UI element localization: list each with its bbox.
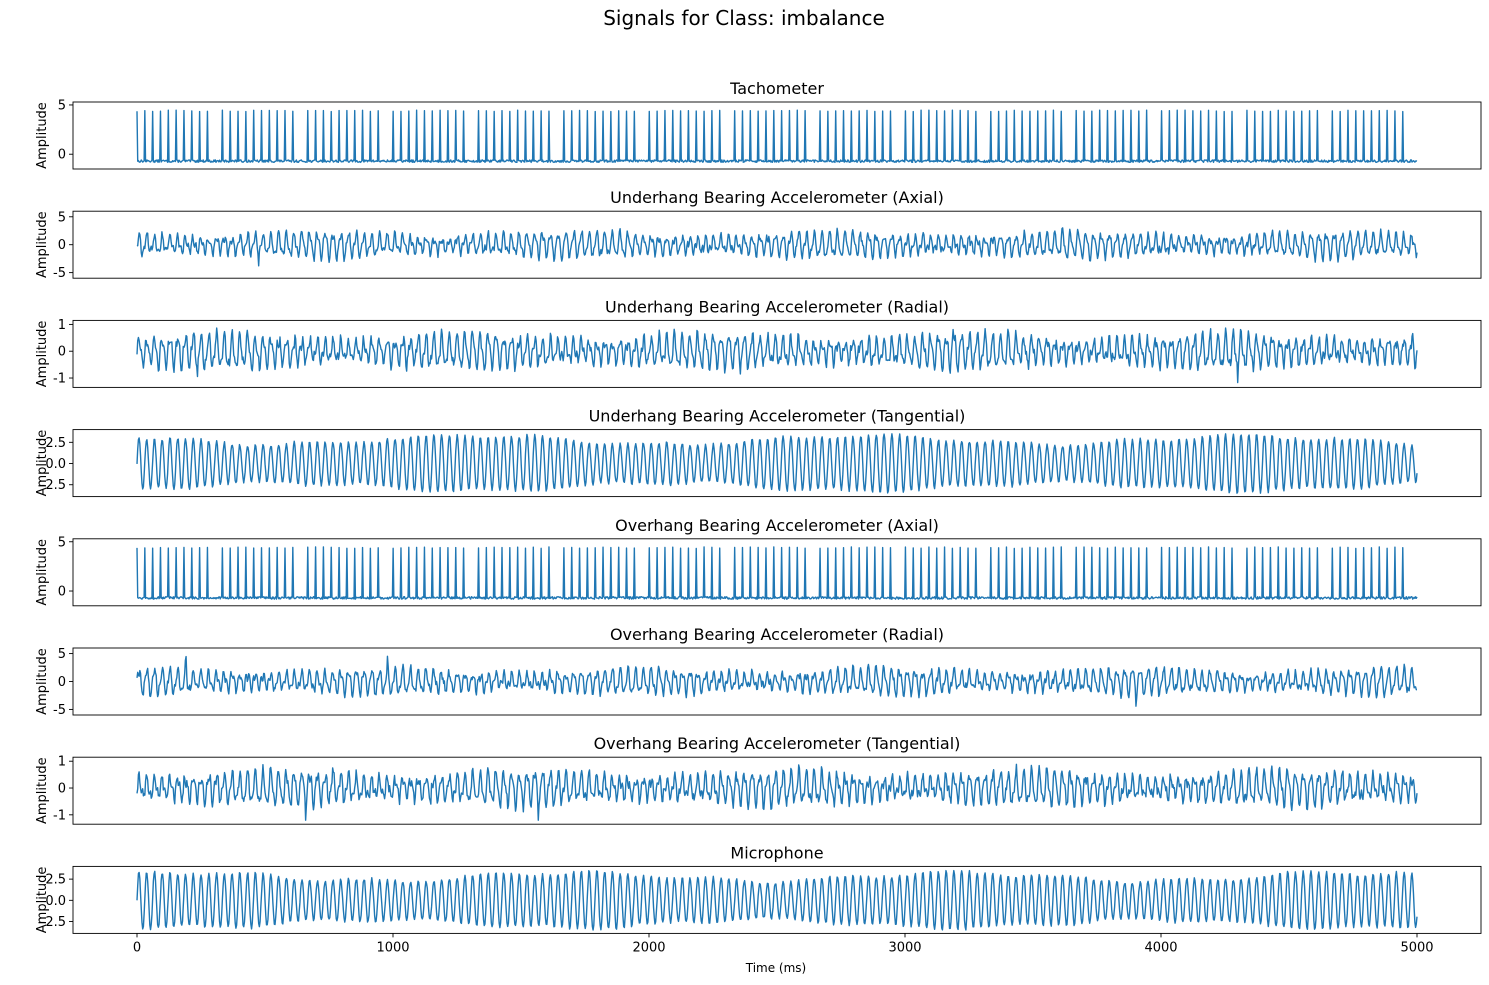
subplot-3: Underhang Bearing Accelerometer (Radial)… xyxy=(35,297,1482,388)
y-tick-label: 0.0 xyxy=(45,894,66,909)
y-tick-label: 1 xyxy=(58,318,66,333)
y-tick-label: -1 xyxy=(53,808,66,823)
y-tick-label: 5 xyxy=(58,535,66,550)
y-axis-label: Amplitude xyxy=(35,648,50,715)
subplot-1: Tachometer Amplitude 0 5 xyxy=(35,79,1482,170)
signal-line xyxy=(136,655,1418,707)
subplot-title: Underhang Bearing Accelerometer (Tangent… xyxy=(589,407,966,426)
y-tick-label: 0.0 xyxy=(45,457,66,472)
y-tick-label: 5 xyxy=(58,647,66,662)
subplot-2: Underhang Bearing Accelerometer (Axial) A… xyxy=(35,188,1482,281)
subplot-4: Underhang Bearing Accelerometer (Tangent… xyxy=(35,407,1482,498)
axes-frame xyxy=(72,538,1482,607)
y-axis-label: Amplitude xyxy=(35,539,50,606)
y-tick-label: -2.5 xyxy=(41,915,66,930)
x-tick-label: 3000 xyxy=(888,940,921,955)
x-tick-label: 1000 xyxy=(376,940,409,955)
subplot-title: Underhang Bearing Accelerometer (Radial) xyxy=(605,297,949,316)
y-axis-label: Amplitude xyxy=(35,102,50,169)
subplot-title: Overhang Bearing Accelerometer (Tangenti… xyxy=(594,734,961,753)
subplot-title: Microphone xyxy=(730,843,823,862)
subplot-title: Overhang Bearing Accelerometer (Axial) xyxy=(615,516,939,535)
x-axis-label: Time (ms) xyxy=(745,961,807,975)
y-tick-label: 0 xyxy=(58,345,66,360)
y-tick-label: 0 xyxy=(58,585,66,600)
signal-line xyxy=(136,546,1418,600)
y-tick-label: 5 xyxy=(58,210,66,225)
figure-title: Signals for Class: imbalance xyxy=(603,6,885,30)
signal-line xyxy=(136,433,1418,494)
subplot-6: Overhang Bearing Accelerometer (Radial) A… xyxy=(35,625,1482,718)
subplot-8: Microphone Amplitude-2.5 0.0 2.5 0 1000 2000 30… xyxy=(35,843,1482,955)
y-tick-label: 0 xyxy=(58,148,66,163)
y-tick-label: 2.5 xyxy=(45,436,66,451)
y-tick-label: 5 xyxy=(58,98,66,113)
y-tick-label: -1 xyxy=(53,372,66,387)
axes-frame xyxy=(72,319,1482,388)
signal-line xyxy=(136,869,1418,931)
y-tick-label: 0 xyxy=(58,782,66,797)
x-tick-label: 0 xyxy=(133,940,141,955)
y-tick-label: 2.5 xyxy=(45,873,66,888)
subplot-title: Underhang Bearing Accelerometer (Axial) xyxy=(610,188,944,207)
y-axis-label: Amplitude xyxy=(35,757,50,824)
y-axis-label: Amplitude xyxy=(35,867,50,934)
x-tick-label: 5000 xyxy=(1400,940,1433,955)
y-axis-label: Amplitude xyxy=(35,211,50,278)
y-tick-label: 0 xyxy=(58,675,66,690)
subplot-7: Overhang Bearing Accelerometer (Tangenti… xyxy=(35,734,1482,825)
y-axis-label: Amplitude xyxy=(35,321,50,388)
axes-frame xyxy=(72,101,1482,170)
y-axis-label: Amplitude xyxy=(35,430,50,497)
x-tick-label: 4000 xyxy=(1144,940,1177,955)
subplot-title: Tachometer xyxy=(729,79,824,98)
y-tick-label: -2.5 xyxy=(41,478,66,493)
signal-line xyxy=(136,109,1418,164)
y-tick-label: -5 xyxy=(53,266,66,281)
y-tick-label: -5 xyxy=(53,703,66,718)
subplot-title: Overhang Bearing Accelerometer (Radial) xyxy=(610,625,944,644)
axes-frame xyxy=(72,756,1482,825)
subplot-5: Overhang Bearing Accelerometer (Axial) Am… xyxy=(35,516,1482,607)
y-tick-label: 0 xyxy=(58,238,66,253)
signal-line xyxy=(136,227,1418,267)
x-tick-label: 2000 xyxy=(632,940,665,955)
y-tick-label: 1 xyxy=(58,755,66,770)
signal-line xyxy=(136,763,1418,821)
signal-line xyxy=(136,327,1418,384)
